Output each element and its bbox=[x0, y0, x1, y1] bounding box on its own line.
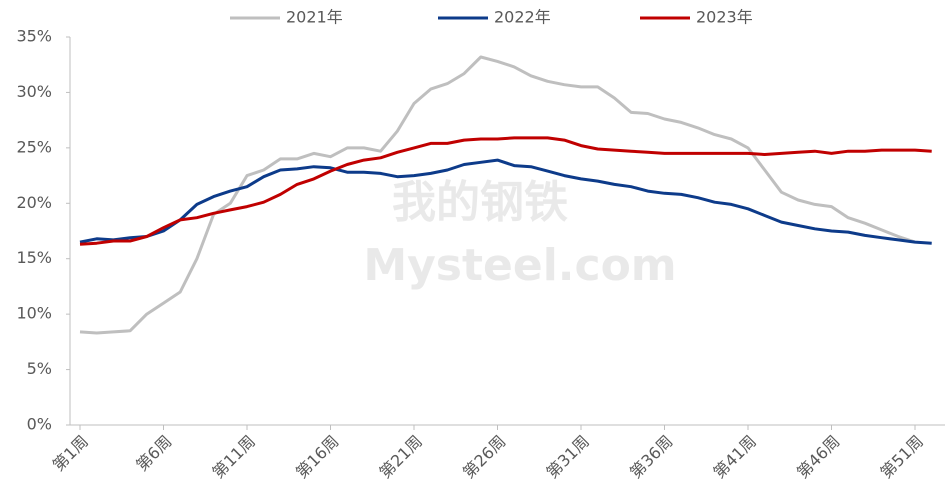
y-tick-label: 10% bbox=[16, 304, 52, 323]
watermark: Mysteel.com bbox=[363, 240, 676, 291]
x-tick-label: 第11周 bbox=[209, 432, 259, 482]
x-tick-label: 第31周 bbox=[543, 432, 593, 482]
y-tick-label: 20% bbox=[16, 193, 52, 212]
y-tick-label: 5% bbox=[27, 359, 52, 378]
x-tick-label: 第36周 bbox=[626, 432, 676, 482]
x-tick-label: 第51周 bbox=[877, 432, 927, 482]
y-tick-label: 25% bbox=[16, 137, 52, 156]
series-line bbox=[79, 136, 932, 246]
x-tick-label: 第1周 bbox=[49, 432, 92, 475]
x-tick-label: 第41周 bbox=[710, 432, 760, 482]
x-tick-label: 第21周 bbox=[376, 432, 426, 482]
y-tick-label: 30% bbox=[16, 82, 52, 101]
y-tick-label: 35% bbox=[16, 27, 52, 46]
legend-label: 2021年 bbox=[286, 8, 343, 27]
watermark: 我的钢铁 bbox=[392, 177, 568, 228]
series-line bbox=[79, 158, 932, 245]
legend-label: 2023年 bbox=[696, 8, 753, 27]
y-tick-label: 0% bbox=[27, 415, 52, 434]
x-tick-label: 第46周 bbox=[793, 432, 843, 482]
y-tick-label: 15% bbox=[16, 248, 52, 267]
x-tick-label: 第26周 bbox=[459, 432, 509, 482]
x-tick-label: 第16周 bbox=[292, 432, 342, 482]
legend-label: 2022年 bbox=[494, 8, 551, 27]
x-tick-label: 第6周 bbox=[132, 432, 175, 475]
